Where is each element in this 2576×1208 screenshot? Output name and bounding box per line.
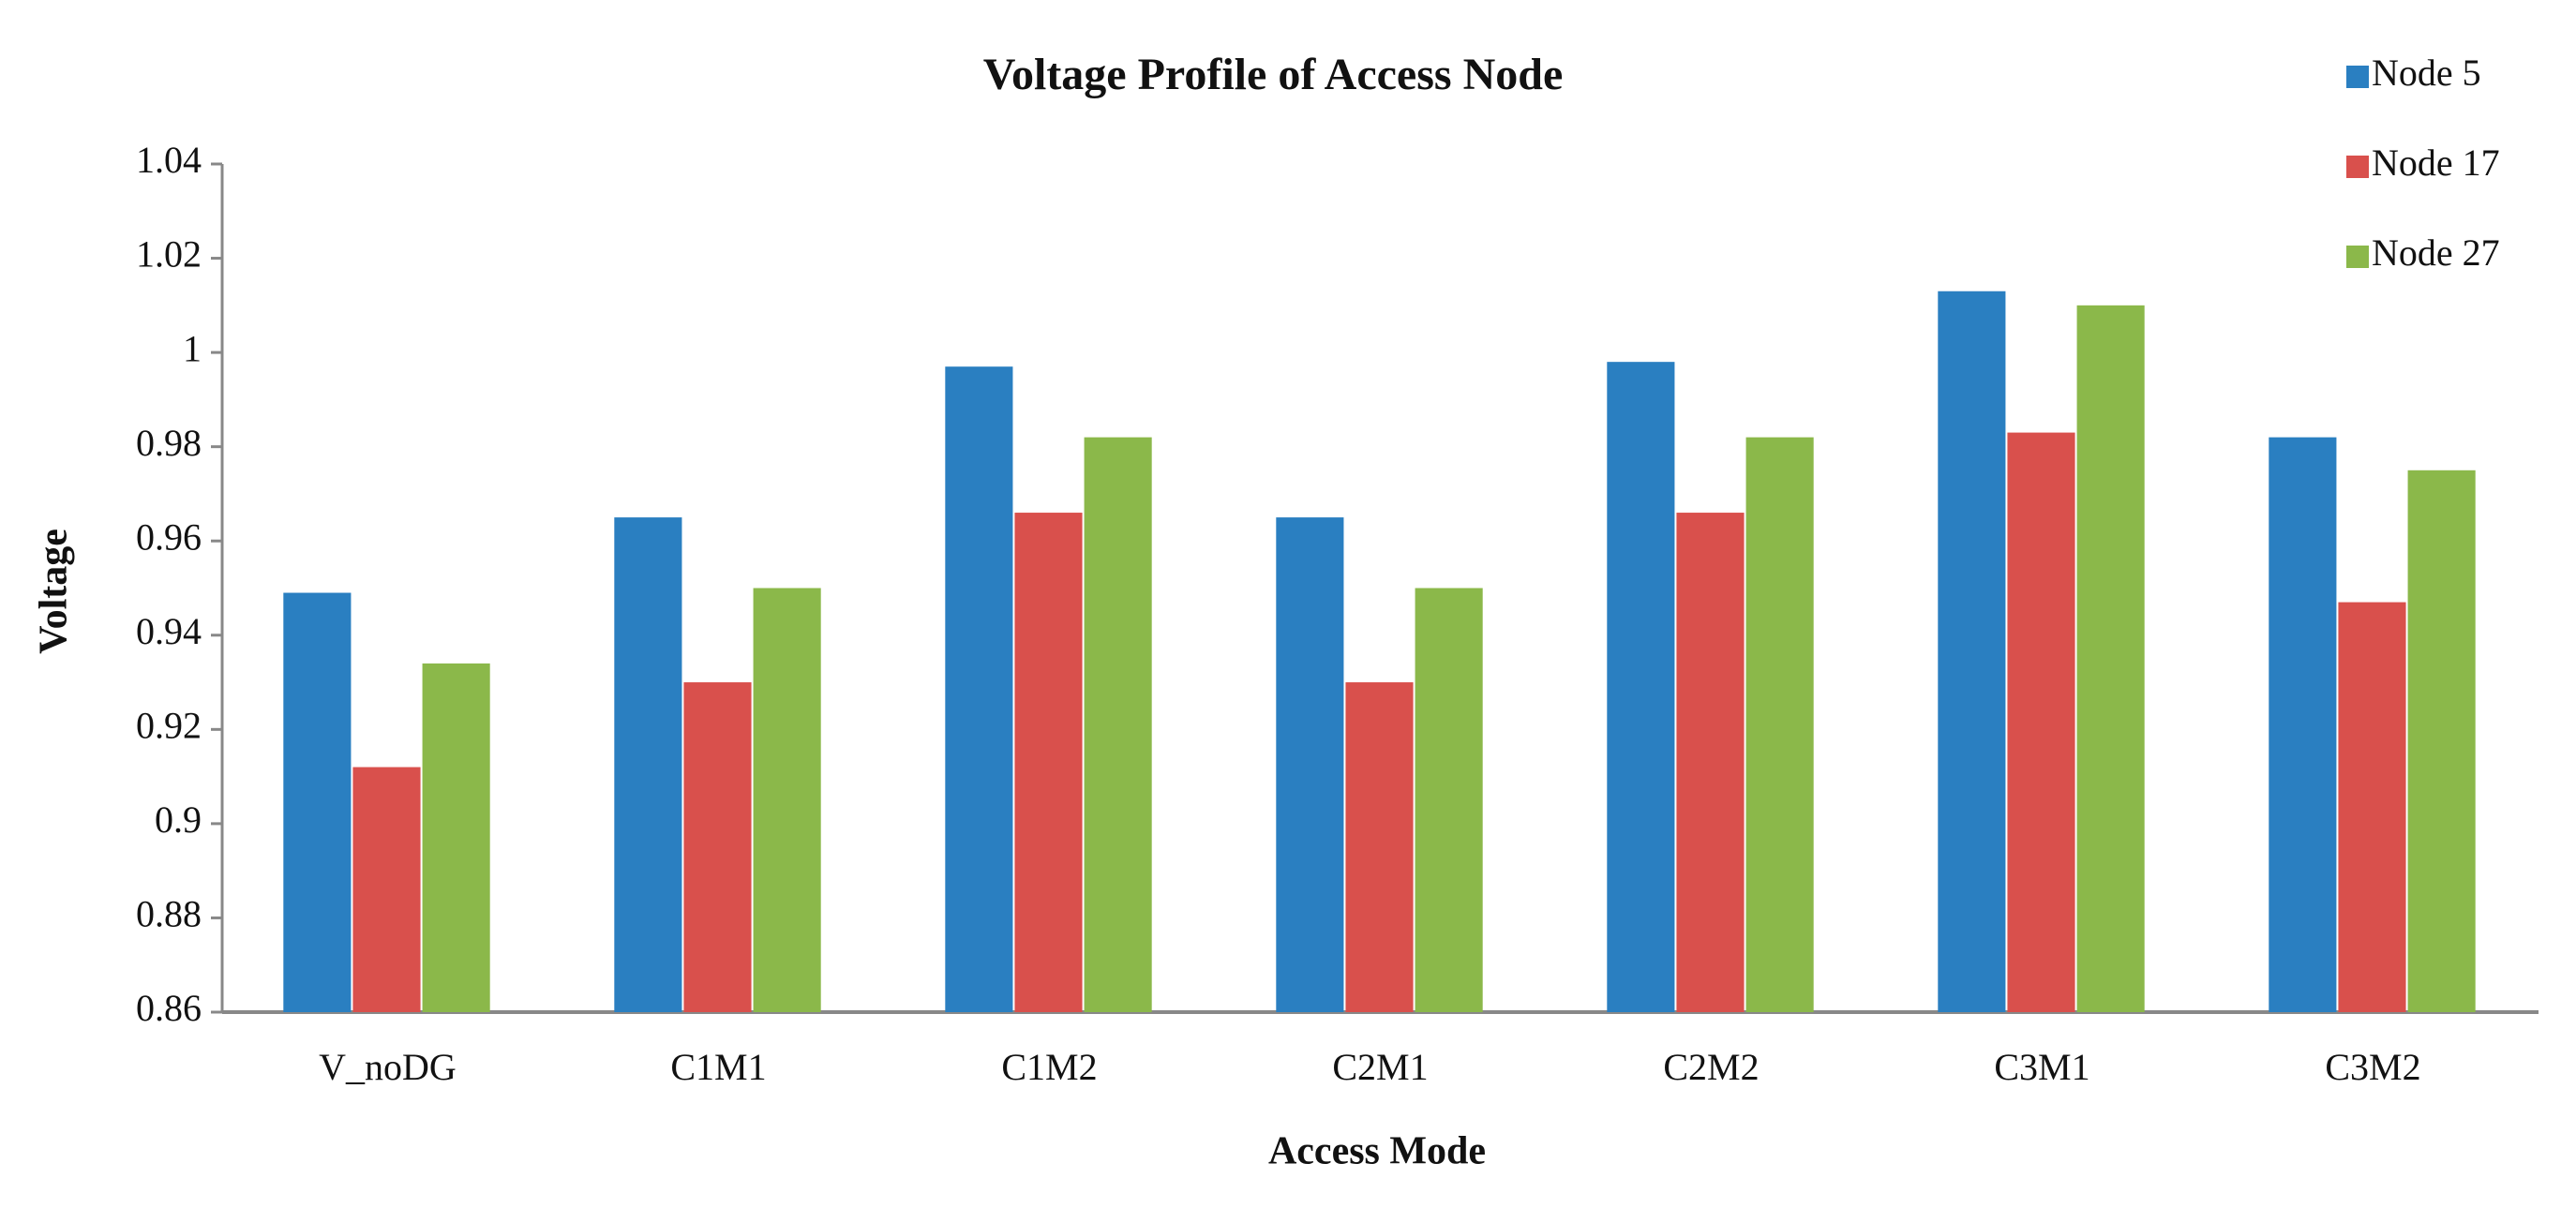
bar <box>1607 362 1675 1013</box>
y-tick-label: 1.04 <box>136 139 202 181</box>
bar <box>352 767 421 1012</box>
y-tick-label: 1.02 <box>136 233 202 276</box>
bar <box>1938 291 2006 1012</box>
bar <box>1345 682 1414 1012</box>
x-tick-label: C1M2 <box>1001 1046 1097 1088</box>
bar <box>283 592 352 1012</box>
y-tick-label: 0.92 <box>136 705 202 747</box>
x-tick-label: C1M1 <box>670 1046 766 1088</box>
x-tick-label: C3M1 <box>1994 1046 2089 1088</box>
legend-label: Node 17 <box>2372 142 2500 184</box>
bar <box>753 588 821 1012</box>
bar <box>422 663 490 1012</box>
y-tick-label: 0.86 <box>136 987 202 1029</box>
bar <box>1084 437 1152 1013</box>
y-tick-label: 1 <box>183 327 202 369</box>
bar <box>1745 437 1814 1013</box>
y-tick-label: 0.94 <box>136 610 202 652</box>
bar <box>2076 305 2145 1012</box>
chart-title: Voltage Profile of Access Node <box>983 50 1564 99</box>
bar <box>1014 513 1083 1012</box>
y-tick-label: 0.9 <box>155 798 202 841</box>
bar <box>1676 513 1745 1012</box>
legend-swatch <box>2346 66 2369 88</box>
legend-label: Node 5 <box>2372 52 2481 94</box>
bar <box>2007 432 2075 1012</box>
bar <box>945 366 1013 1012</box>
bar <box>1276 517 1344 1012</box>
legend-label: Node 27 <box>2372 231 2500 274</box>
bar <box>683 682 752 1012</box>
y-tick-label: 0.98 <box>136 422 202 464</box>
bar <box>2338 602 2406 1012</box>
y-axis-title: Voltage <box>33 529 76 654</box>
bar <box>2269 437 2337 1013</box>
legend-swatch <box>2346 156 2369 178</box>
x-tick-label: C2M2 <box>1663 1046 1759 1088</box>
x-tick-label: C3M2 <box>2325 1046 2420 1088</box>
bar <box>1415 588 1483 1012</box>
x-axis-title: Access Mode <box>1268 1130 1486 1173</box>
bar <box>614 517 682 1012</box>
legend-swatch <box>2346 246 2369 268</box>
y-tick-label: 0.96 <box>136 515 202 558</box>
x-tick-label: V_noDG <box>319 1046 457 1088</box>
bar <box>2407 470 2476 1012</box>
x-tick-label: C2M1 <box>1332 1046 1428 1088</box>
y-tick-label: 0.88 <box>136 893 202 935</box>
